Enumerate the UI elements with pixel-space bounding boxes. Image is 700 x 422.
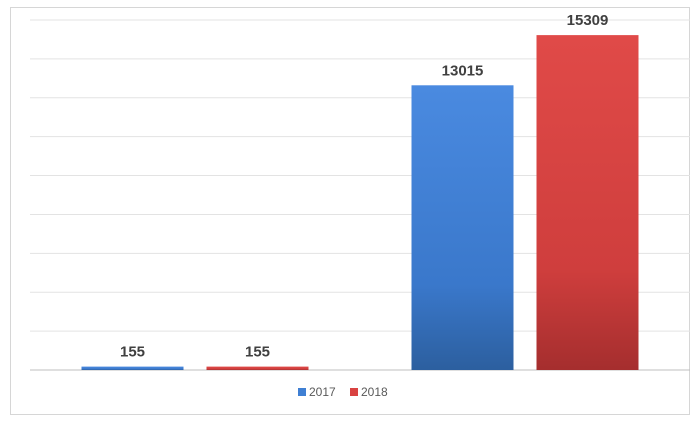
legend-swatch-2017: [298, 388, 306, 396]
legend-swatch-2018: [350, 388, 358, 396]
legend-label-2017: 2017: [309, 385, 336, 399]
data-label-2017-2: 13015: [442, 62, 484, 79]
legend-label-2018: 2018: [361, 385, 388, 399]
bar-2017-1: [81, 366, 184, 370]
bar-2017-2: [411, 85, 514, 370]
value-labels-group: 155 13015 155 15309: [120, 12, 608, 360]
legend: 2017 2018: [298, 385, 388, 399]
data-label-2017-1: 155: [120, 344, 145, 361]
bar-2018-1: [206, 366, 309, 370]
bars-group: [81, 35, 639, 370]
data-label-2018-2: 15309: [567, 12, 609, 29]
data-label-2018-1: 155: [245, 344, 270, 361]
bar-2018-2: [536, 35, 639, 370]
